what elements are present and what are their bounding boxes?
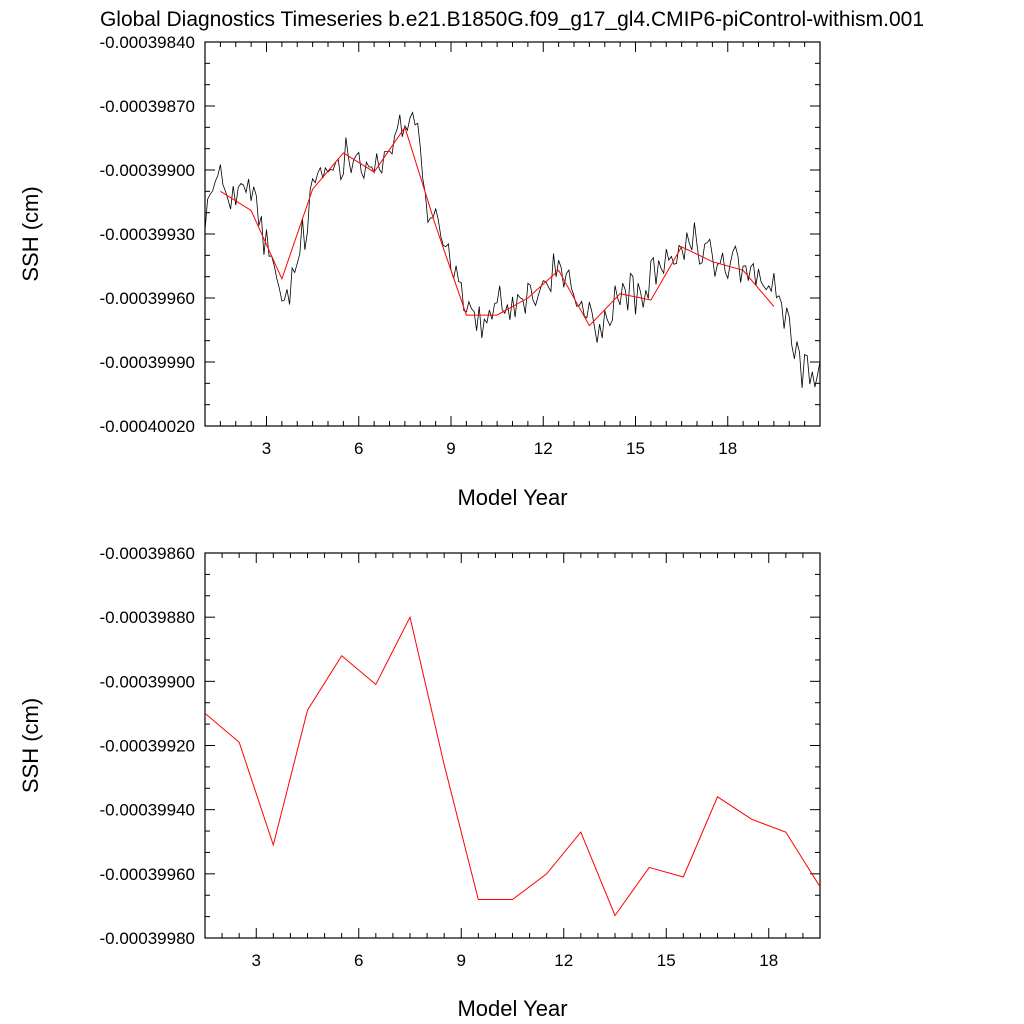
y-tick-label: -0.00039940 (100, 801, 195, 820)
top-panel: 3 6 9 12 15 18 -0.00039840 -0.00039870 -0.000399… (18, 33, 821, 510)
y-tick-label: -0.00039960 (100, 865, 195, 884)
y-tick-label: -0.00039870 (100, 97, 195, 116)
x-tick-label: 3 (262, 439, 271, 458)
x-tick-label: 12 (534, 439, 553, 458)
y-tick-label: -0.00039930 (100, 225, 195, 244)
bottom-panel: 3 6 9 12 15 18 -0.00039860 -0.00039880 -0.000399… (18, 544, 821, 1021)
x-tick-label: 9 (446, 439, 455, 458)
x-tick-label: 15 (626, 439, 645, 458)
y-tick-label: -0.00039880 (100, 608, 195, 627)
y-tick-label: -0.00039840 (100, 33, 195, 52)
y-tick-label: -0.00039990 (100, 353, 195, 372)
y-axis-label: SSH (cm) (18, 186, 43, 281)
annual-mean-series-line (205, 615, 820, 917)
chart-title: Global Diagnostics Timeseries b.e21.B185… (100, 8, 924, 31)
x-tick-label: 12 (554, 951, 573, 970)
plot-frame (204, 552, 821, 939)
x-tick-label: 3 (252, 951, 261, 970)
x-tick-label: 6 (354, 951, 363, 970)
x-tick-label: 6 (354, 439, 363, 458)
x-tick-label: 18 (759, 951, 778, 970)
y-tick-label: -0.00039920 (100, 737, 195, 756)
y-tick-label: -0.00040020 (100, 417, 195, 436)
monthly-series-line (205, 111, 820, 388)
x-tick-label: 18 (718, 439, 737, 458)
y-tick-label: -0.00039860 (100, 544, 195, 563)
x-tick-label: 9 (457, 951, 466, 970)
y-axis-label: SSH (cm) (18, 698, 43, 793)
y-tick-label: -0.00039960 (100, 289, 195, 308)
y-tick-label: -0.00039980 (100, 929, 195, 948)
x-tick-label: 15 (657, 951, 676, 970)
x-axis-label: Model Year (457, 996, 567, 1021)
x-axis-label: Model Year (457, 485, 567, 510)
y-tick-label: -0.00039900 (100, 161, 195, 180)
y-tick-label: -0.00039900 (100, 672, 195, 691)
annual-mean-series-line (220, 126, 775, 327)
